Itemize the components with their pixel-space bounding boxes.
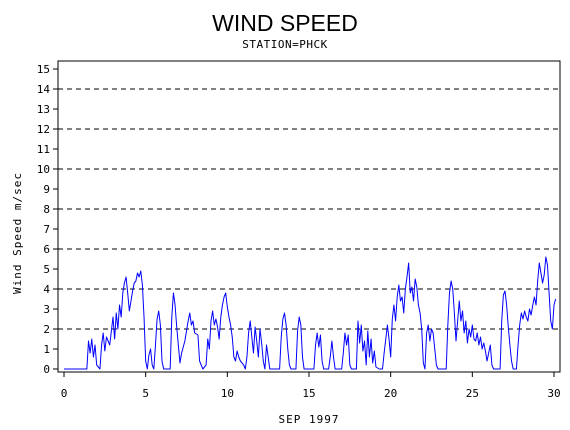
plot-frame xyxy=(57,60,561,373)
y-tick-label-13: 13 xyxy=(37,103,50,116)
y-tick-label-11: 11 xyxy=(37,143,50,156)
chart-title: WIND SPEED xyxy=(212,10,358,36)
chart-subtitle: STATION=PHCK xyxy=(242,38,327,51)
y-tick-label-8: 8 xyxy=(43,203,50,216)
y-tick-label-10: 10 xyxy=(37,163,50,176)
y-tick-label-2: 2 xyxy=(43,323,50,336)
x-tick-label-10: 10 xyxy=(221,387,234,400)
y-tick-label-15: 15 xyxy=(37,63,50,76)
y-tick-label-14: 14 xyxy=(37,83,51,96)
y-tick-label-7: 7 xyxy=(43,223,50,236)
series-layer xyxy=(64,256,557,370)
x-tick-label-30: 30 xyxy=(547,387,560,400)
series-line-1 xyxy=(64,256,557,370)
y-tick-label-1: 1 xyxy=(43,343,50,356)
y-tick-label-0: 0 xyxy=(43,363,50,376)
x-tick-label-20: 20 xyxy=(384,387,397,400)
x-axis: 0 5 10 15 20 25 30 xyxy=(61,372,561,400)
x-tick-label-0: 0 xyxy=(61,387,68,400)
y-axis-label: Wind Speed m/sec xyxy=(11,172,24,294)
y-tick-label-4: 4 xyxy=(43,283,50,296)
reference-lines xyxy=(58,88,560,330)
y-tick-label-6: 6 xyxy=(43,243,50,256)
y-tick-label-5: 5 xyxy=(43,263,50,276)
y-tick-label-12: 12 xyxy=(37,123,50,136)
y-tick-label-9: 9 xyxy=(43,183,50,196)
x-tick-label-25: 25 xyxy=(466,387,479,400)
x-tick-label-5: 5 xyxy=(142,387,149,400)
x-tick-label-15: 15 xyxy=(302,387,315,400)
x-axis-label: SEP 1997 xyxy=(279,413,340,426)
y-tick-label-3: 3 xyxy=(43,303,50,316)
